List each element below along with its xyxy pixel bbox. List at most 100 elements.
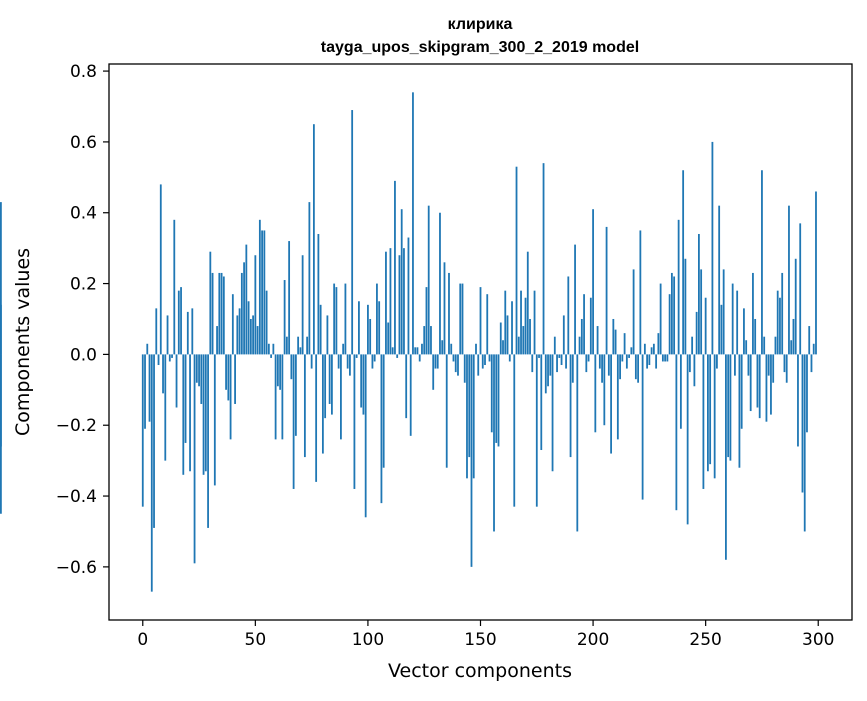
bar <box>159 184 162 355</box>
bar <box>153 354 155 528</box>
bar <box>256 326 259 355</box>
bar <box>150 354 153 592</box>
bar <box>808 326 811 355</box>
bar <box>231 294 234 355</box>
bar <box>213 354 216 486</box>
bar <box>664 354 667 362</box>
bar <box>684 258 687 355</box>
bar <box>198 354 200 387</box>
bar <box>200 354 203 404</box>
bar <box>477 354 480 376</box>
bar <box>362 354 365 415</box>
y-tick-label: 0.6 <box>70 133 97 153</box>
bar <box>655 354 658 369</box>
bar <box>603 354 606 426</box>
bar <box>578 336 581 355</box>
bar <box>274 354 277 440</box>
bar <box>335 287 338 355</box>
x-tick-label: 0 <box>137 630 148 650</box>
bar <box>801 354 804 493</box>
bar <box>803 354 806 532</box>
bar <box>252 315 254 355</box>
bar <box>222 276 225 355</box>
bar <box>436 354 439 369</box>
bar <box>472 354 475 479</box>
x-tick-label: 100 <box>352 630 384 650</box>
bar <box>774 336 777 355</box>
bar <box>707 354 709 472</box>
bar <box>247 301 250 355</box>
bar <box>781 272 784 355</box>
bar <box>234 354 236 404</box>
bar <box>558 354 561 358</box>
bar <box>403 248 405 355</box>
bar <box>607 354 610 376</box>
bar <box>481 354 484 369</box>
bar <box>792 318 795 355</box>
x-tick-label: 300 <box>802 630 834 650</box>
bar <box>171 354 173 358</box>
bar <box>610 354 612 454</box>
bar <box>418 354 421 362</box>
bar <box>637 354 640 383</box>
bar <box>716 354 718 369</box>
bar <box>272 343 275 355</box>
bar <box>353 354 356 489</box>
bar <box>596 326 599 355</box>
bar <box>369 318 372 355</box>
bar <box>779 297 781 355</box>
bar <box>164 354 167 461</box>
bar <box>389 248 392 355</box>
bar <box>457 354 459 376</box>
x-axis-label: Vector components <box>388 660 572 682</box>
bar <box>432 354 435 390</box>
bar <box>643 343 646 355</box>
x-tick-label: 150 <box>464 630 496 650</box>
bar <box>659 283 662 355</box>
bar <box>583 294 585 355</box>
bar <box>783 354 786 373</box>
bar <box>344 283 347 355</box>
bar <box>391 347 394 355</box>
bar <box>227 354 230 401</box>
bar <box>641 354 644 500</box>
bar <box>378 301 381 355</box>
bar <box>797 354 799 447</box>
bar <box>580 318 583 355</box>
bar <box>306 336 309 355</box>
bar <box>544 354 547 394</box>
bar <box>445 354 448 468</box>
bar <box>245 244 248 355</box>
bar <box>504 290 507 355</box>
x-tick-label: 50 <box>245 630 267 650</box>
bar <box>258 219 261 355</box>
bar <box>788 205 790 355</box>
bar <box>571 354 574 383</box>
bar <box>630 347 633 355</box>
bar <box>632 269 635 355</box>
bar <box>515 166 518 355</box>
x-tick-label: 200 <box>577 630 609 650</box>
bar <box>358 301 360 355</box>
bar <box>292 354 295 489</box>
bar <box>619 354 621 380</box>
bar <box>553 336 556 355</box>
bar <box>736 290 739 355</box>
bar <box>799 223 802 355</box>
bar <box>148 354 151 422</box>
bar <box>810 354 813 373</box>
bar <box>752 272 754 355</box>
bar <box>502 340 504 355</box>
bar <box>218 272 221 355</box>
bar <box>648 354 651 366</box>
bar <box>520 290 522 355</box>
bar <box>727 354 730 458</box>
bar <box>238 308 241 355</box>
bar <box>184 354 187 443</box>
bar <box>589 297 592 355</box>
bar <box>621 354 624 362</box>
bar <box>587 354 590 362</box>
bar <box>625 354 628 369</box>
bar <box>695 311 698 355</box>
bar <box>623 333 626 355</box>
